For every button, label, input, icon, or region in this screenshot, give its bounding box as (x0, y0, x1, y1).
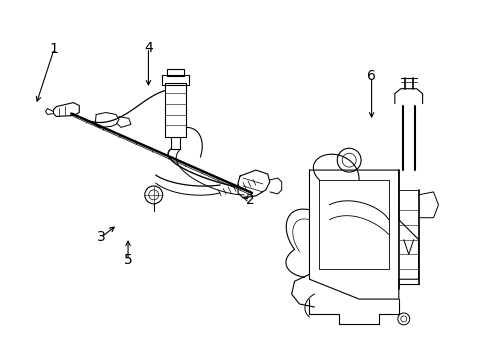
Text: 4: 4 (144, 41, 152, 55)
Text: 5: 5 (123, 253, 132, 267)
Bar (164, 83, 186, 137)
Bar (166, 69, 184, 76)
Bar (162, 75, 189, 85)
Text: 1: 1 (50, 41, 59, 55)
Text: 2: 2 (245, 193, 254, 207)
Text: 3: 3 (97, 230, 105, 244)
Text: 6: 6 (366, 69, 375, 84)
